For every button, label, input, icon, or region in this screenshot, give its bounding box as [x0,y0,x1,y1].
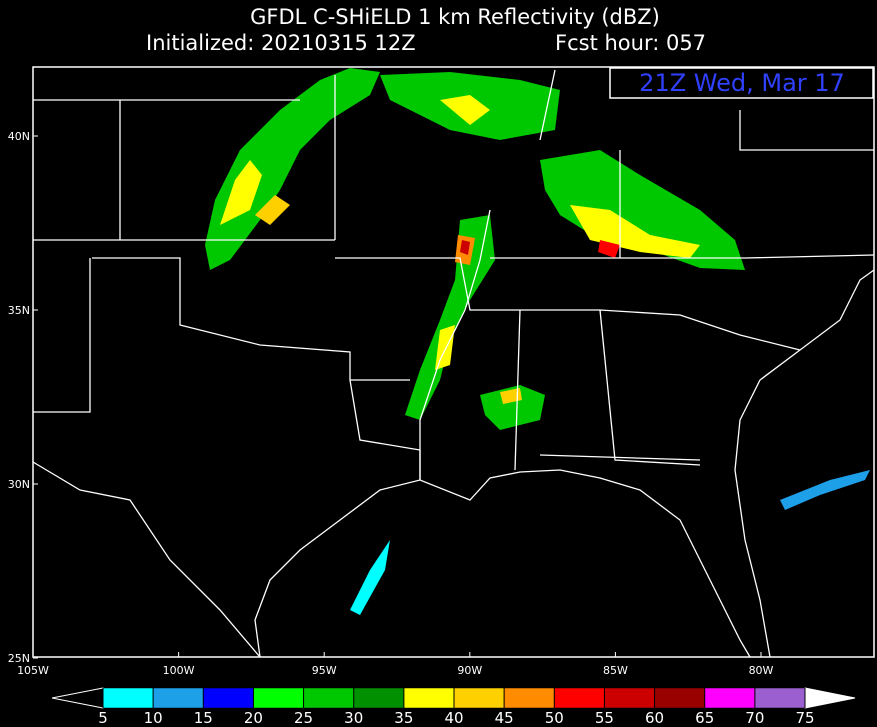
colorbar-label: 25 [294,709,313,727]
colorbar-segment [453,687,505,709]
borders [32,69,875,658]
lon-label: 95W [312,664,337,677]
colorbar-segment [102,687,154,709]
colorbar-label: 35 [394,709,413,727]
lon-label: 85W [603,664,628,677]
colorbar-label: 15 [194,709,213,727]
colorbar-segment [503,687,555,709]
lon-label: 105W [17,664,49,677]
colorbar-segment [353,687,405,709]
valid-time: 21Z Wed, Mar 17 [639,69,845,97]
colorbar-label: 75 [795,709,814,727]
colorbar-segment [152,687,204,709]
colorbar-label: 10 [144,709,163,727]
lat-label: 35N [8,304,30,317]
valid-time-box [609,67,874,99]
colorbar-segment [303,687,354,709]
title: GFDL C-SHiELD 1 km Reflectivity (dBZ) [250,5,660,29]
colorbar-segment [654,687,705,709]
colorbar-segment [554,687,605,709]
colorbar-label: 60 [645,709,664,727]
colorbar-label: 65 [695,709,714,727]
forecast-hour: Fcst hour: 057 [555,31,706,55]
colorbar-label: 5 [98,709,108,727]
lat-label: 40N [8,130,30,143]
colorbar-label: 55 [595,709,614,727]
initialized: Initialized: 20210315 12Z [146,31,416,55]
colorbar-segment [704,687,756,709]
lon-label: 100W [163,664,195,677]
map-frame [32,66,875,658]
colorbar-label: 45 [495,709,514,727]
colorbar-label: 70 [745,709,764,727]
colorbar-segment [604,687,655,709]
colorbar-label: 40 [444,709,463,727]
colorbar-segment [754,687,806,709]
colorbar-label: 20 [244,709,263,727]
lat-label: 25N [8,652,30,665]
colorbar-segment [203,687,254,709]
radar-echoes [205,68,870,615]
lon-label: 80W [749,664,774,677]
colorbar-segment [253,687,304,709]
colorbar-label: 30 [344,709,363,727]
lon-label: 90W [457,664,482,677]
colorbar-segment [403,687,455,709]
colorbar-label: 50 [545,709,564,727]
colorbar: 5 10 15 20 25 30 35 40 45 50 55 60 65 70 75 [51,687,856,727]
lat-label: 30N [8,478,30,491]
